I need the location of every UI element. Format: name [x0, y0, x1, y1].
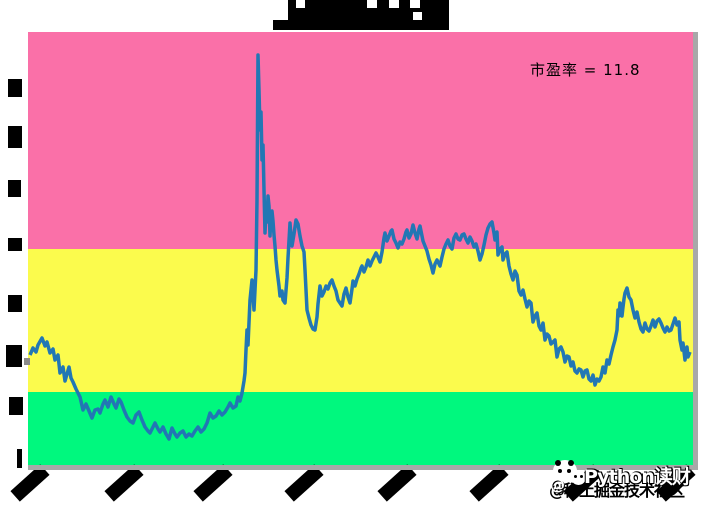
panda-ear-icon: [555, 460, 561, 466]
panda-eye-icon: [580, 475, 583, 478]
title-tofu-notch: [296, 0, 305, 8]
title-tofu-notch: [389, 0, 399, 8]
watermark: @稀土掘金技术社区 @ Python读财: [548, 458, 703, 509]
y-tick-label-tofu: [8, 180, 21, 197]
right-spine: [693, 32, 698, 470]
title-tofu-notch: [367, 0, 377, 8]
title-tofu-block: [273, 20, 288, 30]
panda-eye-icon: [567, 469, 571, 473]
at-symbol: @: [550, 476, 565, 494]
y-tick-label-tofu: [8, 238, 22, 251]
pe-ratio-annotation: 市盈率 = 11.8: [530, 61, 641, 79]
watermark-community-text: @稀土掘金技术社区: [549, 481, 685, 500]
y-tick-label-tofu: [6, 345, 22, 367]
y-tick-label-tofu: [8, 79, 22, 97]
watermark-brand-text: Python读财: [584, 466, 691, 488]
fair-value-band: [28, 249, 693, 392]
x-axis-spine: [28, 465, 698, 470]
y-tick-label-tofu: [17, 449, 22, 468]
y-tick-label-tofu: [8, 126, 22, 148]
title-tofu-notch: [410, 0, 420, 8]
panda-small-logo-icon: [571, 470, 586, 485]
panda-eye-icon: [558, 469, 562, 473]
y-tick-label-tofu: [9, 397, 23, 415]
title-tofu-notch: [413, 12, 422, 20]
y-tick-label-tofu: [8, 295, 22, 312]
axis-pixel-artifact: [24, 358, 30, 365]
panda-eye-icon: [574, 475, 577, 478]
plot-area: [28, 32, 693, 465]
panda-ear-icon: [568, 460, 574, 466]
undervalued-band: [28, 392, 693, 465]
